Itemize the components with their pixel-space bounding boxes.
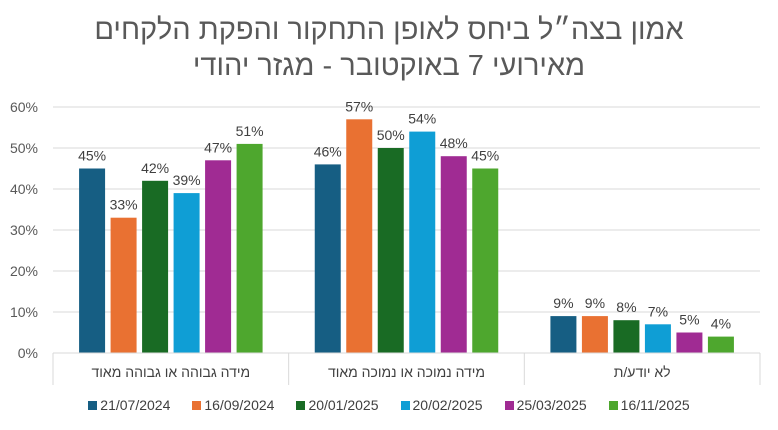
data-label: 50% bbox=[377, 127, 405, 143]
data-label: 45% bbox=[471, 148, 499, 164]
legend-item: 16/09/2024 bbox=[192, 397, 274, 413]
y-axis-ticks: 0% 10% 20% 30% 40% 50% 60% bbox=[10, 99, 38, 361]
legend-label: 20/01/2025 bbox=[308, 397, 379, 413]
y-tick-label: 30% bbox=[10, 222, 38, 238]
legend-swatch bbox=[88, 400, 98, 410]
legend-swatch bbox=[504, 400, 514, 410]
legend-swatch bbox=[296, 400, 306, 410]
data-label: 51% bbox=[236, 123, 264, 139]
y-tick-label: 10% bbox=[10, 304, 38, 320]
data-label: 39% bbox=[173, 172, 201, 188]
chart-title-line-2: מאירועי 7 באוקטובר - מגזר יהודי bbox=[192, 50, 586, 82]
legend-swatch bbox=[192, 400, 202, 410]
legend-item: 21/07/2024 bbox=[88, 397, 170, 413]
data-label: 4% bbox=[711, 316, 731, 332]
data-label: 7% bbox=[648, 303, 668, 319]
legend-item: 20/01/2025 bbox=[296, 397, 379, 413]
x-category-label: לא יודע/ת bbox=[614, 364, 671, 380]
bar bbox=[644, 324, 671, 353]
data-label: 33% bbox=[110, 197, 138, 213]
data-label: 54% bbox=[408, 111, 436, 127]
bar bbox=[550, 316, 577, 353]
gridlines bbox=[53, 106, 760, 313]
bar bbox=[472, 168, 499, 353]
bar bbox=[142, 180, 169, 353]
legend-swatch bbox=[608, 400, 618, 410]
x-category-label: מידה גבוהה או גבוהה מאוד bbox=[92, 364, 251, 380]
legend-swatch bbox=[400, 400, 410, 410]
bar bbox=[707, 336, 734, 353]
legend-item: 25/03/2025 bbox=[504, 397, 587, 413]
data-label: 48% bbox=[440, 135, 468, 151]
data-label: 9% bbox=[553, 295, 573, 311]
bar bbox=[409, 131, 436, 353]
data-label: 47% bbox=[204, 139, 232, 155]
bar bbox=[173, 193, 200, 353]
data-label: 9% bbox=[585, 295, 605, 311]
bar bbox=[236, 143, 263, 353]
data-label: 8% bbox=[616, 299, 636, 315]
y-tick-label: 40% bbox=[10, 181, 38, 197]
chart-title: אמון בצה״ל ביחס לאופן התחקור והפקת הלקחי… bbox=[0, 12, 778, 84]
y-tick-label: 20% bbox=[10, 263, 38, 279]
x-category-label: מידה נמוכה או נמוכה מאוד bbox=[328, 364, 485, 380]
data-label: 5% bbox=[679, 312, 699, 328]
legend-label: 25/03/2025 bbox=[516, 397, 587, 413]
y-tick-label: 0% bbox=[18, 345, 38, 361]
bars bbox=[79, 119, 734, 353]
legend-label: 21/07/2024 bbox=[100, 397, 171, 413]
chart-title-line-1: אמון בצה״ל ביחס לאופן התחקור והפקת הלקחי… bbox=[94, 14, 684, 46]
y-tick-label: 50% bbox=[10, 140, 38, 156]
bar bbox=[581, 316, 608, 353]
bar bbox=[613, 320, 640, 353]
data-label: 57% bbox=[345, 98, 373, 114]
data-label: 46% bbox=[314, 143, 342, 159]
data-label: 45% bbox=[78, 148, 106, 164]
legend-label: 16/11/2025 bbox=[620, 397, 690, 413]
bar bbox=[440, 156, 467, 353]
data-labels: 45% 46% 9% 33% 57% 9% 42% 50% 8% 39% 54% 7% 47% 48% 5%… bbox=[78, 98, 731, 331]
legend-label: 16/09/2024 bbox=[204, 397, 275, 413]
bar-chart: 0% 10% 20% 30% 40% 50% 60% 45% 46% 9% 33% 57% 9% 42%… bbox=[10, 98, 761, 385]
legend-label: 20/02/2025 bbox=[412, 397, 483, 413]
bar bbox=[377, 148, 404, 353]
bar bbox=[79, 168, 106, 353]
bar bbox=[346, 119, 373, 353]
legend-item: 16/11/2025 bbox=[608, 397, 690, 413]
legend-item: 20/02/2025 bbox=[400, 397, 483, 413]
data-label: 42% bbox=[141, 160, 169, 176]
legend: 21/07/2024 16/09/2024 20/01/2025 20/02/2025… bbox=[0, 397, 778, 413]
bar bbox=[205, 160, 232, 353]
bar bbox=[676, 332, 703, 353]
bar bbox=[314, 164, 341, 353]
y-tick-label: 60% bbox=[10, 99, 38, 115]
bar bbox=[110, 217, 137, 353]
x-axis: מידה גבוהה או גבוהה מאוד מידה נמוכה או נמ… bbox=[52, 352, 761, 385]
